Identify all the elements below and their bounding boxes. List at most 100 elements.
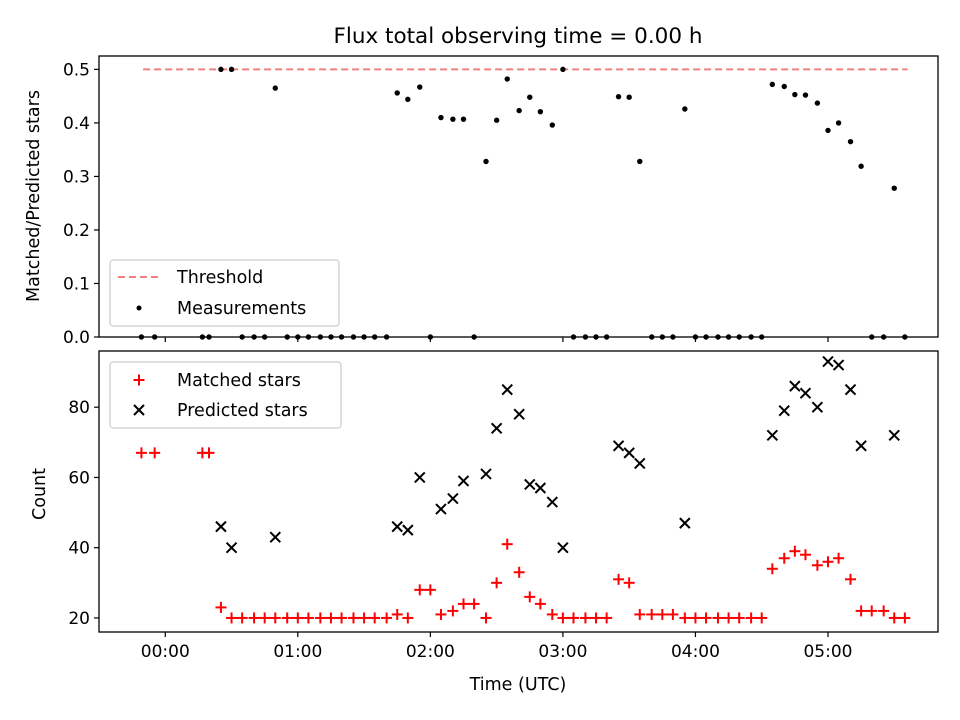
- matched-stars-point: [700, 612, 712, 624]
- predicted-stars-point: [414, 471, 426, 484]
- matched-stars-point: [601, 612, 613, 624]
- matched-stars-point: [745, 612, 757, 624]
- matched-stars-point: [424, 584, 436, 596]
- matched-stars-point: [778, 552, 790, 564]
- measurement-point: [560, 66, 566, 73]
- predicted-stars-point: [447, 492, 459, 505]
- measurement-point: [483, 158, 489, 165]
- matched-stars-point: [215, 601, 227, 613]
- top-y-tick-label: 0.0: [63, 328, 90, 348]
- matched-stars-point: [799, 549, 811, 561]
- measurement-point: [394, 90, 400, 96]
- matched-stars-point: [457, 598, 469, 610]
- legend-predicted-label: Predicted stars: [177, 401, 308, 421]
- matched-stars-point: [281, 612, 293, 624]
- top-axis-ticks: 0.0 0.1 0.2 0.3 0.4 0.5: [63, 60, 829, 348]
- matched-stars-point: [766, 563, 778, 575]
- measurement-point: [615, 93, 622, 100]
- top-legend: Threshold Measurements: [109, 259, 340, 327]
- measurement-point: [417, 84, 423, 90]
- matched-stars-point: [314, 612, 326, 624]
- matched-stars-point: [557, 612, 569, 624]
- x-tick-label: 02:00: [406, 642, 455, 662]
- matched-stars-point: [302, 612, 314, 624]
- predicted-stars-point: [215, 520, 227, 533]
- measurement-point: [460, 116, 467, 122]
- predicted-stars-point: [534, 482, 547, 494]
- predicted-stars-point: [501, 383, 513, 396]
- top-legend-box: [109, 259, 340, 327]
- matched-stars-point: [822, 556, 834, 568]
- measurement-point: [450, 116, 456, 122]
- matched-stars-point: [756, 612, 768, 624]
- bottom-y-tick-label: 80: [68, 398, 90, 418]
- matched-stars-point: [381, 612, 393, 624]
- predicted-stars-point: [766, 429, 779, 442]
- measurement-point: [504, 76, 510, 82]
- measurement-point: [493, 117, 500, 123]
- matched-stars-point: [866, 605, 878, 617]
- bottom-axis-ticks: 20 40 60 80 00:00 01:00 02:00 03:00 04:00 05:00: [68, 398, 852, 662]
- top-y-tick-label: 0.1: [63, 274, 90, 294]
- matched-stars-point: [845, 573, 857, 585]
- predicted-stars-point: [832, 359, 845, 371]
- matched-stars-point: [468, 598, 480, 610]
- matched-stars-point: [733, 612, 745, 624]
- predicted-stars-point: [634, 457, 646, 470]
- predicted-stars-point: [546, 496, 559, 508]
- measurement-point: [438, 114, 444, 121]
- matched-stars-point: [634, 608, 646, 620]
- predicted-stars-point: [612, 440, 625, 452]
- matched-stars-point: [203, 447, 215, 459]
- predicted-stars-point: [822, 355, 834, 368]
- bottom-legend-box: [109, 361, 342, 429]
- top-axes-frame: [98, 55, 939, 338]
- measurement-point: [637, 158, 643, 165]
- matched-stars-point: [236, 612, 248, 624]
- matched-stars-point: [269, 612, 281, 624]
- matched-stars-point: [135, 447, 147, 459]
- chart-title: Flux total observing time = 0.00 h: [334, 24, 703, 49]
- matched-stars-point: [513, 566, 525, 578]
- matched-stars-point: [833, 552, 845, 564]
- bottom-legend: Matched stars Predicted stars: [109, 361, 342, 429]
- predicted-stars-point: [391, 520, 403, 533]
- x-axis-label: Time (UTC): [469, 675, 567, 695]
- legend-measurements-swatch: [136, 305, 142, 311]
- predicted-stars-point: [679, 517, 691, 529]
- measurement-point: [835, 120, 842, 126]
- matched-stars-point: [899, 612, 911, 624]
- matched-stars-point: [623, 577, 635, 589]
- measurement-point: [792, 91, 798, 98]
- predicted-stars-point: [490, 422, 503, 434]
- matched-stars-point: [259, 612, 271, 624]
- predicted-stars-point: [225, 541, 238, 554]
- matched-stars-point: [712, 612, 724, 624]
- matched-stars-point: [248, 612, 260, 624]
- measurement-point: [626, 94, 632, 100]
- matched-stars-point: [325, 612, 337, 624]
- x-tick-label: 04:00: [671, 642, 720, 662]
- matched-stars-point: [480, 612, 492, 624]
- x-tick-label: 00:00: [141, 642, 190, 662]
- top-y-tick-label: 0.2: [63, 221, 90, 241]
- matched-stars-point: [369, 612, 381, 624]
- matched-stars-point: [546, 608, 558, 620]
- matched-stars-point: [414, 584, 426, 596]
- matched-stars-point: [501, 538, 513, 550]
- measurement-point: [272, 85, 278, 91]
- legend-matched-swatch: [133, 374, 145, 386]
- predicted-stars-point: [269, 531, 281, 543]
- matched-stars-point: [656, 608, 668, 620]
- matched-stars-point: [568, 612, 580, 624]
- measurement-point: [537, 108, 544, 115]
- top-y-tick-label: 0.4: [63, 114, 90, 134]
- matched-stars-point: [667, 608, 679, 620]
- matched-stars-point: [579, 612, 591, 624]
- measurement-point: [228, 66, 235, 73]
- matched-stars-point: [435, 608, 447, 620]
- predicted-stars-point: [557, 541, 569, 554]
- legend-measurements-label: Measurements: [177, 299, 306, 319]
- predicted-stars-point: [855, 440, 867, 452]
- measurement-point: [405, 96, 411, 103]
